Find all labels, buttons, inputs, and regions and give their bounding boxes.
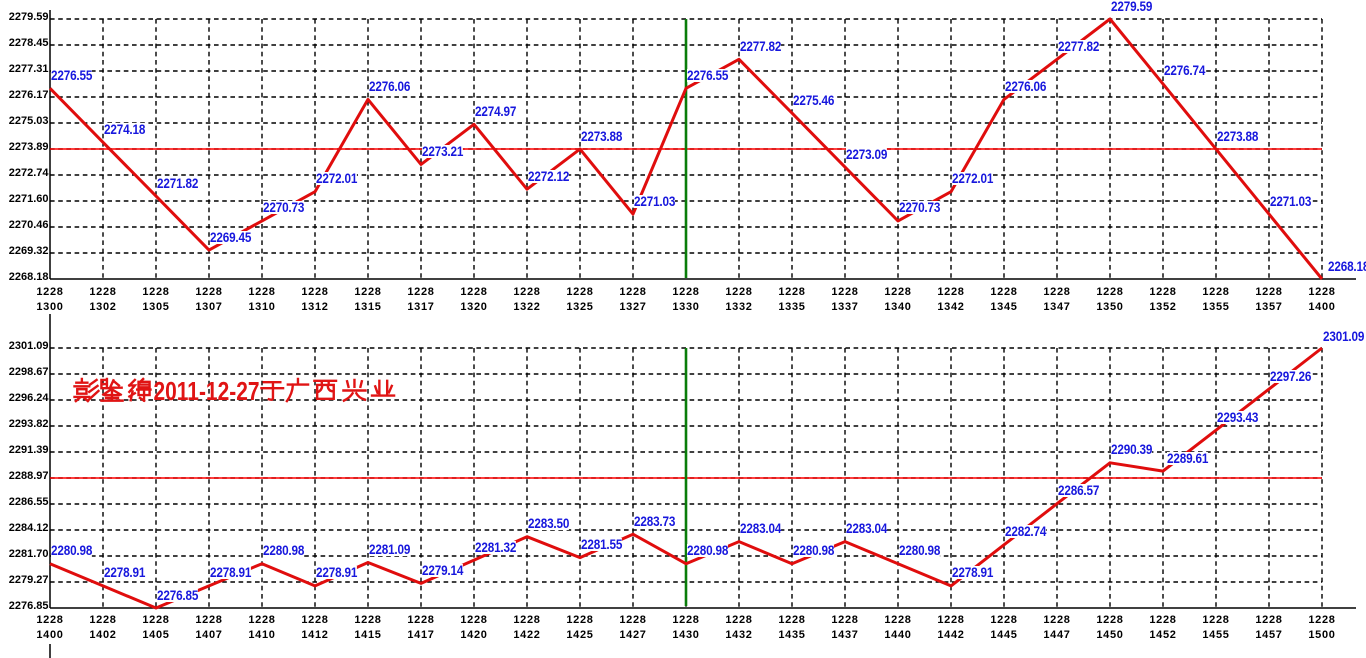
- svg-text:2011-12-27: 2011-12-27: [154, 378, 260, 406]
